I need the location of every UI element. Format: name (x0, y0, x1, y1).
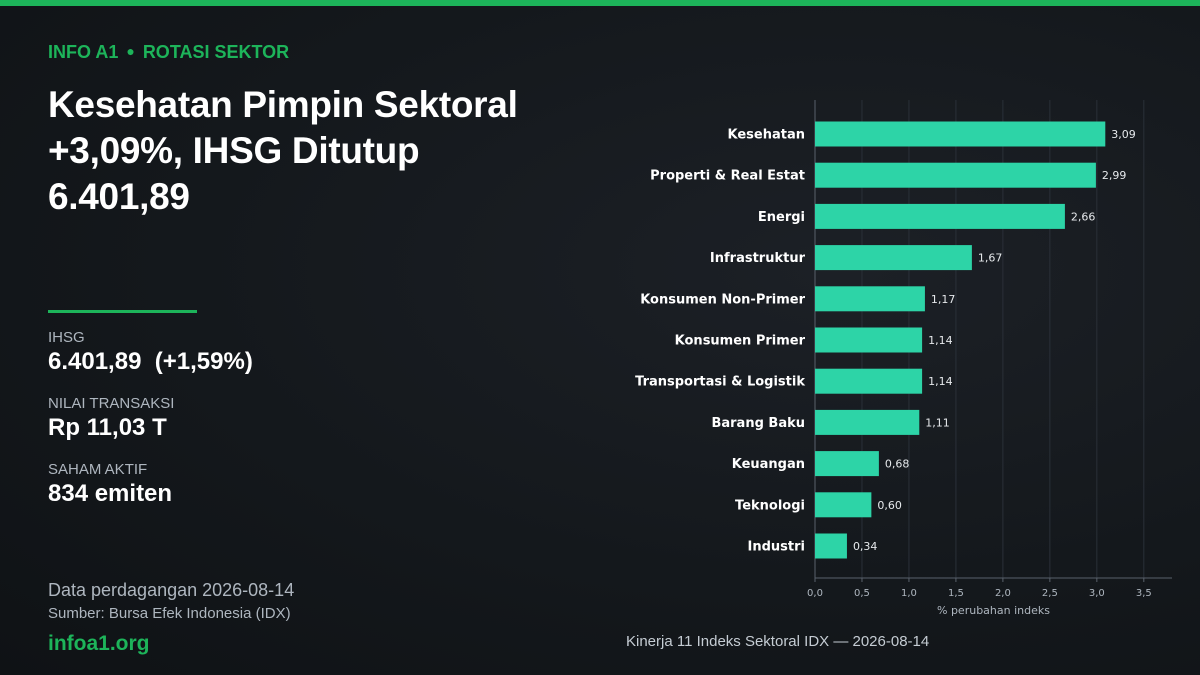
category-label: Kesehatan (728, 128, 806, 143)
category-label: Industri (748, 540, 805, 555)
category-label: Konsumen Non-Primer (640, 292, 805, 307)
category-label: Infrastruktur (710, 251, 806, 266)
bar (815, 409, 920, 435)
site-link[interactable]: infoa1.org (48, 632, 150, 655)
ihsg-label: IHSG (48, 329, 85, 346)
bar (815, 368, 923, 394)
category-label: Barang Baku (711, 416, 805, 431)
data-source: Sumber: Bursa Efek Indonesia (IDX) (48, 605, 291, 622)
value-label: 1,67 (978, 252, 1003, 265)
x-tick-label: 2,5 (1042, 588, 1058, 599)
kicker-section: ROTASI SEKTOR (142, 42, 290, 62)
value-label: 0,34 (853, 540, 878, 553)
value-label: 1,14 (928, 334, 953, 347)
value-label: 1,17 (931, 293, 956, 306)
kicker-brand: INFO A1 (48, 42, 119, 62)
active-stocks-label: SAHAM AKTIF (48, 461, 148, 478)
x-tick-label: 2,0 (995, 588, 1011, 599)
chart-caption: Kinerja 11 Indeks Sektoral IDX — 2026-08… (626, 633, 930, 650)
value-label: 1,11 (925, 416, 950, 429)
value-label: 0,60 (877, 499, 902, 512)
value-label: 2,66 (1071, 210, 1096, 223)
x-axis-title: % perubahan indeks (937, 604, 1050, 617)
x-tick-label: 1,5 (948, 588, 964, 599)
bullet-icon: ● (126, 43, 135, 59)
bar (815, 492, 872, 518)
category-label: Properti & Real Estat (650, 169, 805, 184)
bar (815, 245, 972, 271)
x-tick-label: 3,5 (1136, 588, 1152, 599)
x-tick-label: 0,5 (854, 588, 870, 599)
category-label: Transportasi & Logistik (635, 375, 805, 390)
headline: Kesehatan Pimpin Sektoral +3,09%, IHSG D… (48, 84, 518, 217)
bar (815, 533, 847, 559)
active-stocks-value: 834 emiten (48, 480, 173, 507)
bar (815, 451, 879, 477)
x-tick-label: 1,0 (901, 588, 917, 599)
top-accent-bar (0, 0, 1200, 6)
bar (815, 286, 925, 312)
value-label: 3,09 (1111, 128, 1136, 141)
turnover-label: NILAI TRANSAKSI (48, 395, 175, 412)
value-label: 1,14 (928, 375, 953, 388)
x-tick-label: 3,0 (1089, 588, 1105, 599)
kicker: INFO A1 ● ROTASI SEKTOR (48, 42, 289, 63)
value-label: 0,68 (885, 458, 910, 471)
bar (815, 203, 1065, 229)
category-label: Konsumen Primer (675, 334, 806, 349)
turnover-value: Rp 11,03 T (48, 414, 167, 441)
trading-date: Data perdagangan 2026-08-14 (48, 580, 295, 600)
category-label: Keuangan (732, 457, 805, 472)
bar (815, 327, 923, 353)
bar (815, 162, 1096, 188)
value-label: 2,99 (1102, 169, 1127, 182)
divider (48, 310, 197, 313)
ihsg-value: 6.401,89 (+1,59%) (48, 348, 253, 375)
x-tick-label: 0,0 (807, 588, 823, 599)
category-label: Teknologi (735, 498, 805, 513)
bar (815, 121, 1106, 147)
category-label: Energi (758, 210, 805, 225)
